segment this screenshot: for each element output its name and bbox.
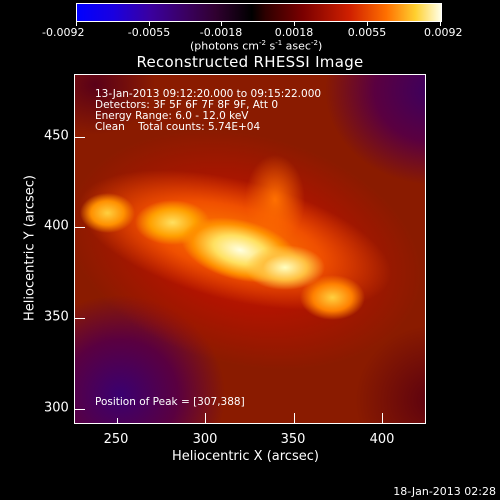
energy-range-label: Energy Range: 6.0 - 12.0 keV bbox=[95, 110, 249, 122]
y-tick-mark bbox=[75, 137, 85, 138]
colorbar-label: -0.0092 bbox=[42, 26, 85, 39]
y-tick-mark bbox=[75, 409, 85, 410]
y-tick-label: 350 bbox=[44, 309, 69, 325]
y-tick-label: 300 bbox=[44, 400, 69, 416]
colorbar-tick bbox=[367, 21, 368, 26]
y-tick-mark bbox=[75, 227, 85, 228]
x-tick-label: 400 bbox=[369, 432, 395, 447]
colorbar-tick bbox=[76, 21, 77, 26]
colorbar-label: -0.0018 bbox=[199, 26, 243, 39]
plot-title: Reconstructed RHESSI Image bbox=[136, 53, 364, 71]
colorbar-label: 0.0092 bbox=[424, 26, 463, 39]
colorbar-label: 0.0055 bbox=[347, 26, 387, 39]
time-range-label: 13-Jan-2013 09:12:20.000 to 09:15:22.000 bbox=[95, 88, 322, 100]
colorbar bbox=[76, 3, 442, 22]
colorbar-units: (photons cm-2 s-1 asec-2) bbox=[190, 39, 323, 53]
y-tick-label: 400 bbox=[44, 218, 69, 234]
colorbar-tick bbox=[149, 21, 150, 26]
x-tick-label: 350 bbox=[280, 432, 306, 447]
colorbar-tick bbox=[221, 21, 222, 26]
x-tick-mark bbox=[205, 413, 206, 423]
rhessi-image: 13-Jan-2013 09:12:20.000 to 09:15:22.000… bbox=[74, 74, 426, 424]
timestamp: 18-Jan-2013 02:28 bbox=[393, 485, 496, 498]
x-tick-label: 300 bbox=[192, 432, 218, 447]
peak-position-label: Position of Peak = [307,388] bbox=[95, 396, 245, 408]
emission-kernel bbox=[80, 193, 135, 233]
emission-kernel bbox=[300, 275, 365, 320]
y-axis-label: Heliocentric Y (arcsec) bbox=[22, 175, 38, 321]
colorbar-label: -0.0055 bbox=[127, 26, 171, 39]
colorbar-label: 0.0018 bbox=[274, 26, 314, 39]
x-tick-mark bbox=[117, 418, 118, 423]
x-tick-mark bbox=[294, 413, 295, 423]
x-axis-label: Heliocentric X (arcsec) bbox=[172, 449, 319, 464]
clean-counts-label: Clean Total counts: 5.74E+04 bbox=[95, 121, 261, 133]
detectors-label: Detectors: 3F 5F 6F 7F 8F 9F, Att 0 bbox=[95, 99, 279, 111]
y-tick-label: 450 bbox=[44, 128, 69, 144]
y-tick-mark bbox=[75, 318, 85, 319]
x-tick-label: 250 bbox=[103, 432, 129, 447]
colorbar-tick bbox=[440, 21, 441, 26]
x-tick-mark bbox=[382, 413, 383, 423]
colorbar-tick bbox=[294, 21, 295, 26]
